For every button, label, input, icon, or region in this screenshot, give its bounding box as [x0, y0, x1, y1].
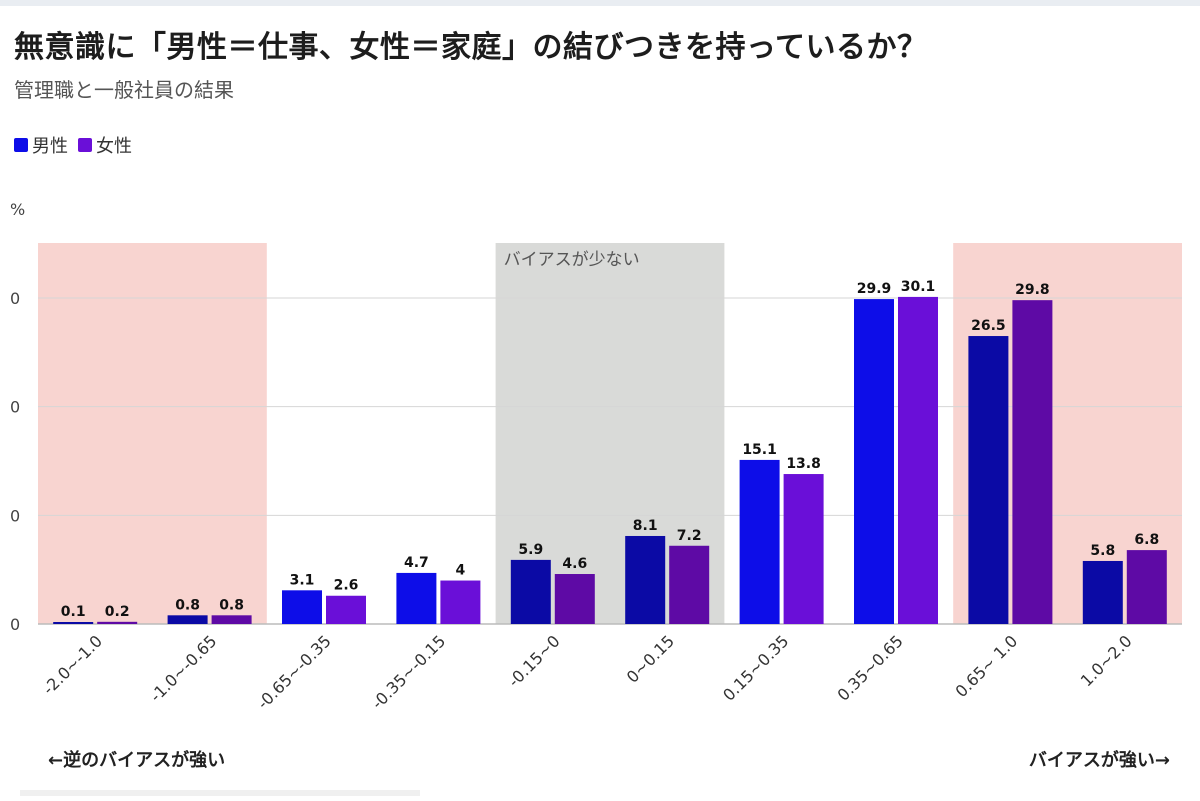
x-tick-label: -1.0~-0.65 [146, 631, 220, 705]
legend-label-female: 女性 [96, 136, 132, 157]
bar-male [854, 299, 894, 624]
data-label-male: 15.1 [742, 442, 777, 458]
data-label-male: 8.1 [633, 518, 658, 534]
x-tick-label: 0.15~0.35 [719, 631, 792, 704]
legend-label-male: 男性 [32, 136, 68, 157]
bar-female [898, 296, 938, 624]
bar-male [53, 622, 94, 624]
data-label-female: 7.2 [677, 528, 702, 544]
data-label-male: 4.7 [404, 555, 429, 571]
data-label-male: 29.9 [857, 281, 892, 297]
bar-male [1082, 560, 1123, 624]
x-tick-label: 0.65~ 1.0 [952, 631, 1022, 701]
data-label-female: 30.1 [901, 279, 936, 295]
note-strong-bias: バイアスが強い→ [1028, 750, 1170, 771]
x-tick-label: -2.0~-1.0 [39, 631, 106, 698]
data-label-female: 4 [456, 563, 466, 579]
bar-female [97, 621, 138, 624]
note-reverse-bias: ←逆のバイアスが強い [48, 750, 226, 771]
data-label-male: 3.1 [290, 572, 315, 588]
data-label-female: 0.8 [219, 597, 244, 613]
bar-female [440, 580, 481, 624]
bar-female [554, 574, 595, 624]
shaded-region-label-1: バイアスが少ない [504, 250, 640, 270]
y-axis-unit: % [10, 200, 26, 219]
x-tick-label: -0.35~-0.15 [368, 631, 449, 712]
bar-female [1012, 300, 1053, 624]
chart-title: 無意識に「男性＝仕事、女性＝家庭」の結びつきを持っているか？ [14, 30, 928, 65]
data-label-female: 2.6 [334, 578, 359, 594]
legend: 男性 女性 [14, 132, 132, 158]
footer-fragment [20, 790, 420, 796]
y-tick-label: 0 [10, 398, 20, 417]
bar-female [669, 545, 710, 624]
data-label-male: 0.8 [175, 597, 200, 613]
y-tick-label: 0 [10, 289, 20, 308]
data-label-male: 0.1 [61, 604, 86, 620]
bar-male [625, 535, 666, 624]
bar-male [968, 336, 1009, 624]
bar-male [167, 615, 208, 624]
legend-item-female: 女性 [78, 132, 132, 158]
x-tick-label: -0.15~0 [504, 631, 563, 690]
legend-item-male: 男性 [14, 132, 68, 158]
x-tick-label: 0~0.15 [623, 631, 678, 686]
y-tick-label: 0 [10, 615, 20, 634]
x-tick-label: -0.65~-0.35 [253, 631, 334, 712]
bar-male [282, 590, 322, 624]
bar-female [1126, 550, 1167, 624]
data-label-female: 13.8 [786, 456, 821, 472]
bar-female [326, 595, 366, 624]
data-label-male: 5.8 [1090, 543, 1115, 559]
bar-male [396, 572, 437, 624]
legend-swatch-male [14, 138, 28, 152]
shaded-region-0 [38, 243, 267, 624]
data-label-female: 4.6 [562, 556, 587, 572]
y-tick-label: 0 [10, 506, 20, 525]
top-border [0, 0, 1200, 6]
x-tick-label: 1.0~2.0 [1077, 631, 1136, 690]
bar-female [783, 474, 824, 624]
data-label-male: 5.9 [518, 542, 543, 558]
bar-female [211, 615, 252, 624]
data-label-female: 29.8 [1015, 282, 1050, 298]
bar-male [739, 459, 780, 624]
bar-male [510, 559, 551, 624]
data-label-male: 26.5 [971, 318, 1006, 334]
legend-swatch-female [78, 138, 92, 152]
x-tick-label: 0.35~0.65 [834, 631, 907, 704]
data-label-female: 0.2 [105, 604, 130, 620]
data-label-female: 6.8 [1134, 532, 1159, 548]
chart-subtitle: 管理職と一般社員の結果 [14, 78, 234, 102]
